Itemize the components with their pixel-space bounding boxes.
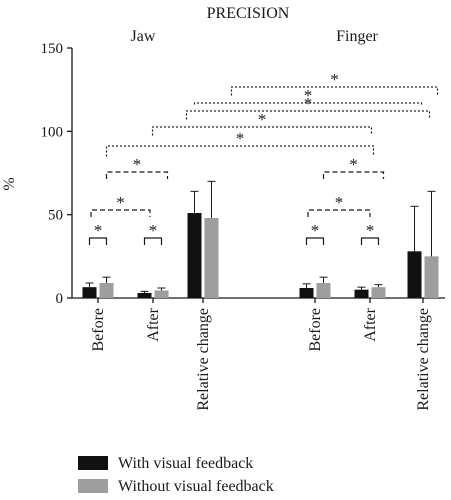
bar — [299, 288, 314, 298]
y-tick-label: 50 — [48, 208, 63, 224]
x-tick-label: Relative change — [195, 308, 212, 411]
legend-label-with-feedback: With visual feedback — [118, 455, 253, 472]
group-label-finger: Finger — [336, 28, 378, 45]
bars — [82, 180, 439, 298]
x-tick-label: Before — [90, 308, 107, 352]
bar — [407, 251, 422, 298]
y-tick-label: 150 — [41, 41, 64, 57]
significance-bracket — [305, 237, 325, 245]
y-tick-label: 100 — [41, 124, 64, 140]
significance-star: * — [116, 193, 125, 212]
x-tick-label: After — [362, 307, 379, 341]
y-axis-label: % — [1, 177, 18, 190]
y-tick-label: 0 — [56, 291, 64, 307]
significance-bracket — [88, 237, 108, 245]
significance-star: * — [311, 221, 320, 240]
significance-star: * — [330, 70, 339, 89]
significance-bracket — [360, 237, 380, 245]
significance-star: * — [349, 155, 358, 174]
significance-bracket — [185, 110, 431, 120]
bar — [99, 283, 114, 298]
significance-brackets: * **** ******** — [88, 70, 439, 245]
x-tick-label: After — [145, 307, 162, 341]
chart-title: PRECISION — [207, 5, 290, 22]
significance-star: * — [236, 129, 245, 148]
bar — [82, 287, 97, 298]
legend-label-without-feedback: Without visual feedback — [118, 478, 274, 495]
significance-bracket — [90, 209, 151, 217]
bar — [424, 256, 439, 298]
bar — [187, 213, 202, 298]
axes: 0 50 100 150 — [41, 41, 445, 307]
x-tick-label: Relative change — [415, 308, 432, 411]
significance-bracket — [143, 237, 163, 245]
significance-bracket — [105, 171, 169, 179]
significance-star: * — [94, 221, 103, 240]
significance-star: * — [304, 94, 313, 113]
significance-bracket — [230, 86, 439, 96]
significance-bracket — [307, 209, 371, 217]
legend-swatch-without-feedback — [78, 479, 108, 493]
bar — [316, 283, 331, 298]
x-tick-label: Before — [307, 308, 324, 352]
significance-star: * — [133, 155, 142, 174]
bar — [137, 293, 152, 298]
significance-star: * — [335, 193, 344, 212]
significance-bracket — [105, 145, 375, 157]
significance-star: * — [304, 86, 313, 105]
significance-bracket — [151, 126, 373, 136]
x-tick-labels: Before After Relative change Before After Rel… — [90, 298, 432, 411]
bar — [371, 287, 386, 298]
legend: With visual feedback Without visual feed… — [78, 455, 274, 495]
bar — [354, 289, 369, 298]
significance-star: * — [366, 221, 375, 240]
significance-star: * — [258, 110, 267, 129]
significance-star: * — [149, 221, 158, 240]
legend-swatch-with-feedback — [78, 456, 108, 470]
group-label-jaw: Jaw — [131, 28, 156, 45]
bar — [204, 218, 219, 298]
significance-bracket — [322, 171, 385, 179]
bar — [154, 290, 169, 298]
significance-bracket — [193, 102, 423, 105]
